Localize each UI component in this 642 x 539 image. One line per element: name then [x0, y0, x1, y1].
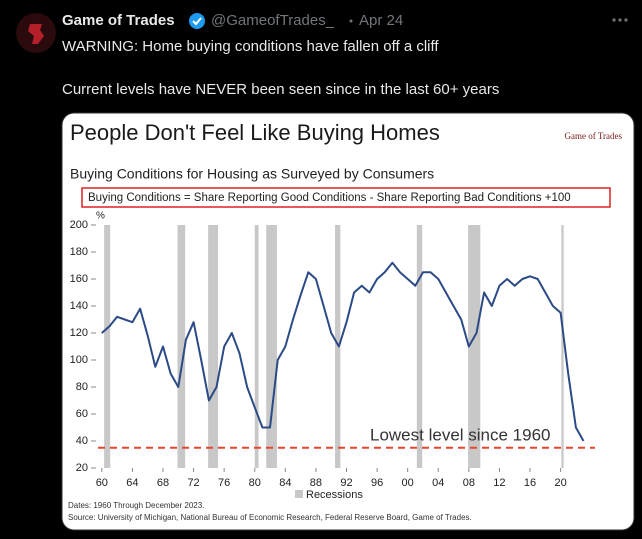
recession-band: [254, 225, 259, 468]
recession-band: [335, 225, 341, 468]
handle[interactable]: @GameofTrades_: [211, 12, 335, 29]
tweet-text: WARNING: Home buying conditions have fal…: [62, 38, 439, 55]
y-unit: %: [96, 211, 105, 222]
legend-swatch: [295, 490, 303, 498]
recession-band: [104, 225, 111, 468]
x-tick-label: 60: [96, 477, 108, 489]
y-tick-label: 120: [70, 327, 88, 339]
x-tick-label: 68: [157, 477, 169, 489]
x-tick-label: 64: [126, 477, 138, 489]
y-tick-label: 140: [70, 300, 88, 312]
recession-band: [468, 225, 481, 468]
note: Dates: 1960 Through December 2023.: [68, 501, 204, 510]
recession-band: [177, 225, 186, 468]
x-tick-label: 88: [310, 477, 322, 489]
verified-check: [192, 17, 202, 26]
formula-box: [81, 187, 611, 208]
more-menu[interactable]: [612, 18, 628, 22]
x-tick-label: 20: [554, 477, 566, 489]
x-tick-label: 08: [463, 477, 475, 489]
x-tick-label: 16: [524, 477, 536, 489]
x-tick-label: 84: [279, 477, 291, 489]
x-tick-label: 76: [218, 477, 230, 489]
y-tick-label: 40: [76, 435, 88, 447]
x-tick-label: 04: [432, 477, 444, 489]
recession-band: [266, 225, 277, 468]
x-tick-label: 92: [340, 477, 352, 489]
x-tick-label: 00: [402, 477, 414, 489]
x-tick-label: 72: [187, 477, 199, 489]
legend-label: Recessions: [306, 489, 363, 501]
author[interactable]: Game of Trades: [62, 12, 175, 29]
y-tick-label: 60: [76, 408, 88, 420]
chart: People Don't Feel Like Buying Homes Buyin…: [68, 120, 622, 522]
chart-subtitle: Buying Conditions for Housing as Surveye…: [70, 166, 434, 182]
x-tick-label: 96: [371, 477, 383, 489]
y-tick-label: 180: [70, 246, 88, 258]
tweet-text: Current levels have NEVER been seen sinc…: [62, 81, 499, 98]
y-tick-label: 100: [70, 354, 88, 366]
recession-band: [208, 225, 219, 468]
verified-badge: [189, 13, 205, 29]
y-tick-label: 200: [70, 219, 88, 231]
chart-image[interactable]: [61, 112, 635, 531]
x-tick-label: 80: [249, 477, 261, 489]
y-tick-label: 80: [76, 381, 88, 393]
recession-band: [416, 225, 423, 468]
reference-label: Lowest level since 1960: [370, 425, 551, 444]
formula: Buying Conditions = Share Reporting Good…: [88, 192, 571, 204]
date[interactable]: Apr 24: [359, 12, 403, 29]
x-tick-label: 12: [493, 477, 505, 489]
y-tick-label: 20: [76, 462, 88, 474]
avatar-logo: [28, 24, 44, 44]
chart-title: People Don't Feel Like Buying Homes: [70, 120, 440, 145]
data-line: [101, 261, 585, 442]
separator: [349, 19, 353, 23]
recession-band: [561, 225, 564, 468]
y-tick-label: 160: [70, 273, 88, 285]
logo: Game of Trades: [565, 131, 623, 141]
note: Source: University of Michigan, National…: [68, 513, 472, 522]
